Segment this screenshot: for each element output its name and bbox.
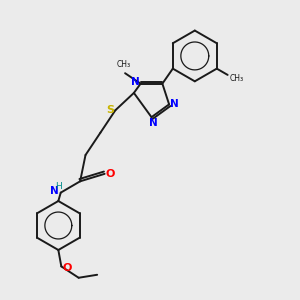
Text: N: N	[148, 118, 158, 128]
Text: N: N	[170, 99, 179, 110]
Text: O: O	[105, 169, 115, 179]
Text: CH₃: CH₃	[229, 74, 243, 83]
Text: CH₃: CH₃	[116, 60, 131, 69]
Text: H: H	[56, 182, 62, 190]
Text: O: O	[62, 262, 71, 273]
Text: N: N	[131, 77, 140, 87]
Text: N: N	[50, 186, 58, 196]
Text: S: S	[106, 105, 114, 115]
